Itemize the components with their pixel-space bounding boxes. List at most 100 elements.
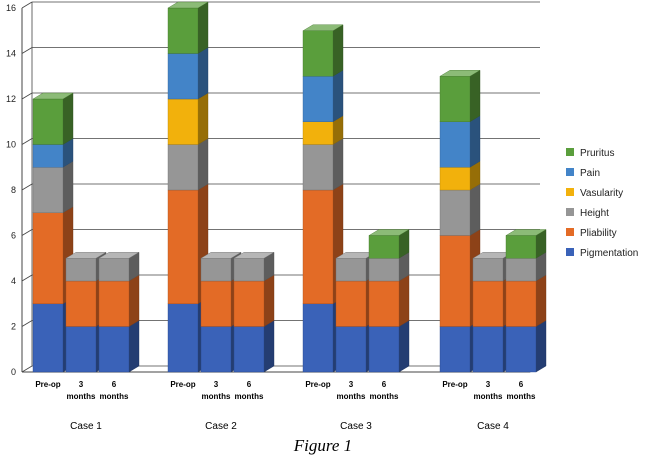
bar-segment-pliability <box>200 280 232 327</box>
y-tick-label: 8 <box>11 185 16 195</box>
x-category-label: months <box>202 392 231 401</box>
bar-segment-pliability-side <box>535 274 547 327</box>
bar-segment-pruritus-top <box>32 92 74 100</box>
gridline-depth <box>21 92 33 100</box>
bar-segment-pruritus-side <box>469 69 481 123</box>
x-category-label: months <box>474 392 503 401</box>
x-category-label: 6 <box>247 380 252 389</box>
bar-segment-pruritus-side <box>332 24 344 77</box>
x-group-label: Case 4 <box>477 421 509 432</box>
bar-segment-pliability-side <box>263 274 275 327</box>
x-category-label: months <box>370 392 399 401</box>
bar-segment-pliability <box>32 212 64 304</box>
figure-caption: Figure 1 <box>293 436 353 455</box>
bar-segment-pigmentation-side <box>535 320 547 373</box>
gridline-depth <box>21 320 33 327</box>
y-tick-label: 10 <box>6 140 16 150</box>
bar-segment-pruritus <box>167 7 199 54</box>
legend-entry-pruritus: Pruritus <box>580 148 614 159</box>
gridline-depth <box>21 138 33 145</box>
bar-segment-pigmentation <box>302 303 334 373</box>
legend-swatch-vasularity <box>566 188 574 196</box>
x-group-label: Case 2 <box>205 421 237 432</box>
bar-segment-pruritus <box>302 30 334 77</box>
bar-segment-pigmentation <box>505 326 537 373</box>
bar-segment-height-side <box>332 138 344 191</box>
bar-segment-height-side <box>469 183 481 236</box>
bar-segment-pain <box>439 121 471 168</box>
bar-segment-pigmentation <box>65 326 97 373</box>
legend-entry-pain: Pain <box>580 168 600 179</box>
bar-segment-height-side <box>62 160 74 214</box>
bar-segment-pigmentation <box>472 326 504 373</box>
bar-segment-pruritus-top <box>368 229 410 236</box>
y-tick-label: 16 <box>6 3 16 13</box>
bar-segment-height-top <box>65 252 107 259</box>
x-category-label: months <box>507 392 536 401</box>
bar-segment-pliability <box>65 280 97 327</box>
x-group-label: Case 1 <box>70 421 102 432</box>
bar-segment-pruritus-top <box>439 70 481 77</box>
x-group-label: Case 3 <box>340 421 372 432</box>
bar-segment-pain-side <box>469 115 481 168</box>
x-category-label: 6 <box>382 380 387 389</box>
bar-segment-pliability-side <box>128 274 140 327</box>
bar-segment-pigmentation-side <box>263 320 275 373</box>
bar-segment-height-top <box>200 252 242 259</box>
x-category-label: 3 <box>349 380 354 389</box>
bar-segment-height <box>439 189 471 236</box>
bar-segment-height <box>32 167 64 213</box>
bar-segment-pliability <box>472 280 504 327</box>
legend-swatch-height <box>566 208 574 216</box>
bar-segment-height <box>98 258 130 282</box>
x-category-label: Pre-op <box>170 380 195 389</box>
gridline-depth <box>21 183 33 191</box>
bar-segment-pigmentation-side <box>398 320 410 373</box>
bar-segment-vasularity <box>439 167 471 191</box>
bar-segment-pain-side <box>197 47 209 100</box>
x-category-label: 6 <box>519 380 524 389</box>
gridline-depth <box>21 229 33 236</box>
bar-segment-height <box>233 258 265 282</box>
bar-segment-height <box>167 144 199 191</box>
legend-swatch-pigmentation <box>566 248 574 256</box>
gridline-depth <box>21 47 33 54</box>
bar-segment-height <box>200 258 232 282</box>
gridline-depth <box>21 274 33 282</box>
y-tick-label: 14 <box>6 49 16 59</box>
bar-segment-pliability <box>335 280 367 327</box>
legend-entry-vasularity: Vasularity <box>580 188 623 199</box>
bar-segment-height <box>302 144 334 191</box>
bar-segment-height-top <box>98 252 140 259</box>
x-category-label: months <box>235 392 264 401</box>
bar-segment-pruritus <box>368 235 400 259</box>
legend-swatch-pruritus <box>566 148 574 156</box>
bar-segment-pigmentation <box>200 326 232 373</box>
x-category-label: 3 <box>486 380 491 389</box>
bar-segment-pigmentation <box>233 326 265 373</box>
bar-segment-height-side <box>197 138 209 191</box>
y-tick-label: 0 <box>11 367 16 377</box>
legend-swatch-pain <box>566 168 574 176</box>
bar-segment-height <box>65 258 97 282</box>
bar-segment-pigmentation <box>368 326 400 373</box>
legend-entry-height: Height <box>580 208 609 219</box>
bar-segment-height <box>505 258 537 282</box>
bar-segment-pruritus <box>505 235 537 259</box>
bar-segment-pigmentation <box>98 326 130 373</box>
bar-segment-height-top <box>233 252 275 259</box>
bar-segment-vasularity-side <box>197 92 209 145</box>
y-tick-label: 4 <box>11 276 16 286</box>
x-category-label: months <box>337 392 366 401</box>
gridline-depth <box>21 1 33 9</box>
bar-segment-pliability <box>167 189 199 304</box>
bar-segment-pigmentation <box>439 326 471 373</box>
x-category-label: Pre-op <box>35 380 60 389</box>
bar-segment-pruritus-side <box>62 92 74 145</box>
bar-segment-pliability <box>505 280 537 327</box>
bar-segment-pain <box>32 144 64 168</box>
bar-segment-pruritus-top <box>167 1 209 9</box>
bar-segment-height <box>368 258 400 282</box>
